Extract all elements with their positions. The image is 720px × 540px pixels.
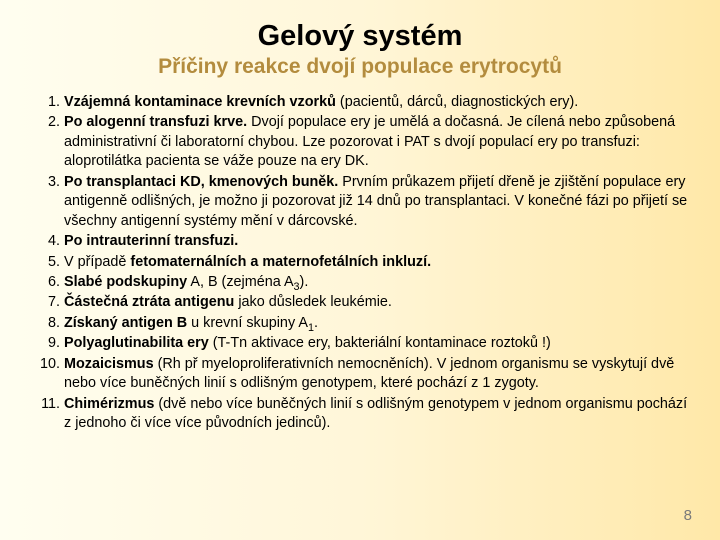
item-rest: (dvě nebo více buněčných linií s odlišný…	[64, 396, 687, 431]
item-body: Polyaglutinabilita ery (T-Tn aktivace er…	[64, 335, 551, 351]
item-body: Získaný antigen B u krevní skupiny A1.	[64, 315, 318, 331]
item-bold: Částečná ztráta antigenu	[64, 294, 234, 310]
causes-list: 1.Vzájemná kontaminace krevních vzorků (…	[28, 93, 692, 433]
list-item: 1.Vzájemná kontaminace krevních vzorků (…	[36, 93, 692, 112]
item-number: 3.	[36, 173, 60, 192]
item-body: V případě fetomaternálních a maternofetá…	[64, 254, 431, 270]
list-item: 4.Po intrauterinní transfuzi.	[36, 232, 692, 251]
list-item: 2.Po alogenní transfuzi krve. Dvojí popu…	[36, 113, 692, 171]
item-body: Mozaicismus (Rh př myeloproliferativních…	[64, 356, 674, 391]
item-number: 11.	[36, 395, 60, 414]
item-number: 9.	[36, 334, 60, 353]
item-body: Částečná ztráta antigenu jako důsledek l…	[64, 294, 392, 310]
list-item: 5.V případě fetomaternálních a maternofe…	[36, 253, 692, 272]
item-body: Po alogenní transfuzi krve. Dvojí popula…	[64, 114, 675, 169]
slide-subtitle: Příčiny reakce dvojí populace erytrocytů	[28, 55, 692, 79]
item-rest: (pacientů, dárců, diagnostických ery).	[336, 94, 578, 110]
item-bold: Mozaicismus	[64, 356, 154, 372]
item-number: 2.	[36, 113, 60, 132]
item-number: 4.	[36, 232, 60, 251]
item-body: Vzájemná kontaminace krevních vzorků (pa…	[64, 94, 578, 110]
list-item: 9.Polyaglutinabilita ery (T-Tn aktivace …	[36, 334, 692, 353]
item-number: 6.	[36, 273, 60, 292]
item-bold: Slabé podskupiny	[64, 274, 187, 290]
item-rest: u krevní skupiny A1.	[187, 315, 318, 331]
item-bold: Po transplantaci KD, kmenových buněk.	[64, 174, 338, 190]
list-item: 3.Po transplantaci KD, kmenových buněk. …	[36, 173, 692, 231]
item-body: Po intrauterinní transfuzi.	[64, 233, 238, 249]
list-item: 7.Částečná ztráta antigenu jako důsledek…	[36, 293, 692, 312]
item-bold: Polyaglutinabilita ery	[64, 335, 209, 351]
item-bold: Chimérizmus	[64, 396, 154, 412]
item-number: 7.	[36, 293, 60, 312]
item-number: 8.	[36, 314, 60, 333]
item-body: Slabé podskupiny A, B (zejména A3).	[64, 274, 308, 290]
item-body: Po transplantaci KD, kmenových buněk. Pr…	[64, 174, 687, 229]
list-item: 6.Slabé podskupiny A, B (zejména A3).	[36, 273, 692, 292]
list-item: 10.Mozaicismus (Rh př myeloproliferativn…	[36, 355, 692, 394]
item-bold: Po intrauterinní transfuzi.	[64, 233, 238, 249]
item-number: 5.	[36, 253, 60, 272]
item-number: 1.	[36, 93, 60, 112]
slide: Gelový systém Příčiny reakce dvojí popul…	[0, 0, 720, 540]
item-number: 10.	[36, 355, 60, 374]
item-rest: (T-Tn aktivace ery, bakteriální kontamin…	[209, 335, 551, 351]
item-rest: jako důsledek leukémie.	[234, 294, 392, 310]
item-bold: fetomaternálních a maternofetálních inkl…	[130, 254, 431, 270]
item-bold: Vzájemná kontaminace krevních vzorků	[64, 94, 336, 110]
item-body: Chimérizmus (dvě nebo více buněčných lin…	[64, 396, 687, 431]
list-item: 11.Chimérizmus (dvě nebo více buněčných …	[36, 395, 692, 434]
item-bold: Získaný antigen B	[64, 315, 187, 331]
list-item: 8.Získaný antigen B u krevní skupiny A1.	[36, 314, 692, 333]
slide-title: Gelový systém	[28, 20, 692, 53]
item-rest: A, B (zejména A3).	[187, 274, 308, 290]
page-number: 8	[684, 507, 692, 524]
item-bold: Po alogenní transfuzi krve.	[64, 114, 247, 130]
item-rest: (Rh př myeloproliferativních nemocněních…	[64, 356, 674, 391]
